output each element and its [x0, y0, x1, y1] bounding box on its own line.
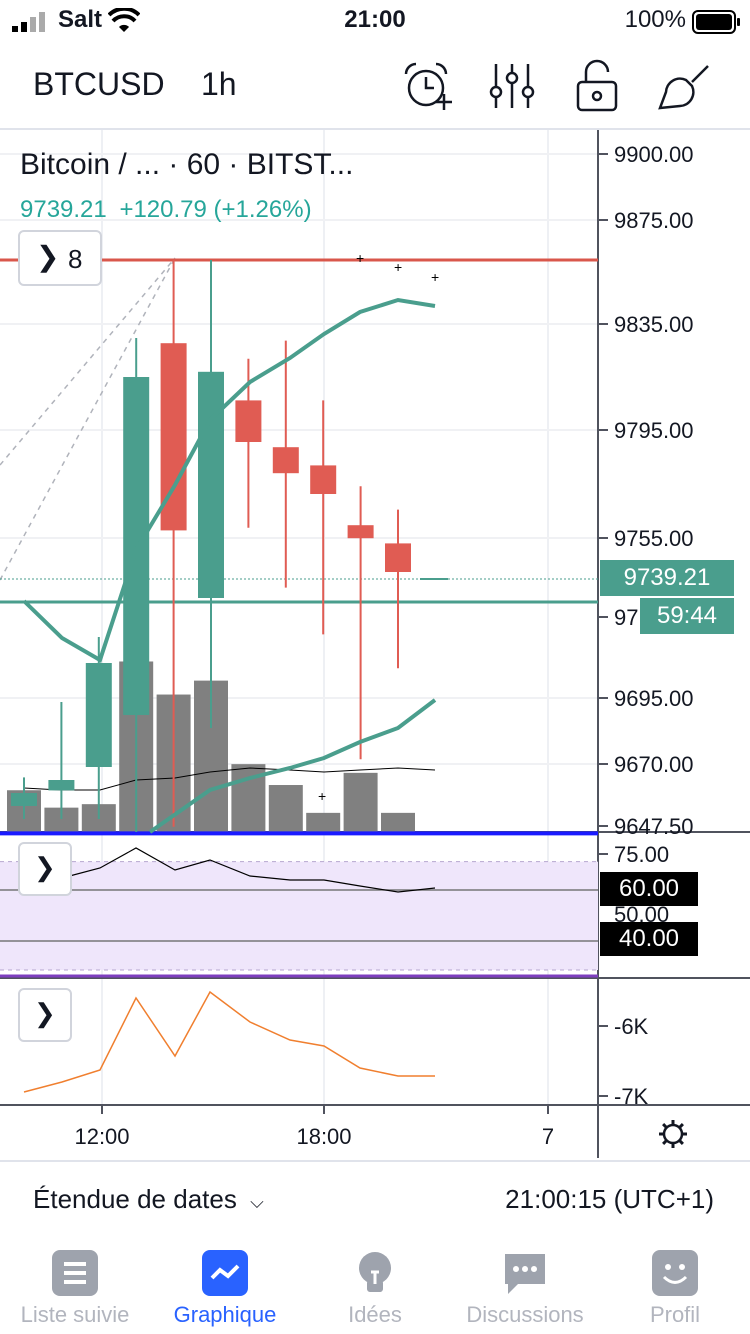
gear-tooth: [662, 1123, 668, 1129]
status-time: 21:00: [344, 6, 406, 33]
indicator-count: 8: [68, 244, 83, 274]
tab-discussions[interactable]: Discussions: [450, 1238, 600, 1334]
tab-label: Profil: [649, 1302, 701, 1327]
smiley-icon: [652, 1250, 698, 1296]
volume-bar: [381, 812, 415, 832]
tab-label: Discussions: [466, 1302, 584, 1327]
legend-values: 9739.21 +120.79 (+1.26%): [20, 196, 312, 224]
gear-tooth: [678, 1139, 684, 1145]
marker-dot: +: [431, 269, 439, 285]
symbol-selector[interactable]: BTCUSD: [33, 66, 165, 102]
chat-icon: [502, 1250, 548, 1296]
marker-dot: +: [394, 259, 402, 275]
status-bar: Salt 21:00 100%: [0, 0, 750, 42]
timezone-clock[interactable]: 21:00:15 (UTC+1): [505, 1184, 714, 1214]
macd-axis-label: -6K: [614, 1014, 649, 1039]
price-axis-label: 9695.00: [614, 686, 694, 711]
bottom-bar: Étendue de dates ⌵ 21:00:15 (UTC+1): [0, 1160, 750, 1240]
price-axis-label: 9900.00: [614, 142, 694, 167]
rsi-tag-lower: 40.00: [600, 922, 698, 956]
gear-tooth: [662, 1139, 668, 1145]
volume-ma-line: [23, 767, 436, 791]
time-axis-label: 12:00: [74, 1124, 129, 1149]
chevron-right-icon: ❯: [34, 998, 56, 1028]
chevron-down-icon: ⌵: [250, 1192, 264, 1212]
battery-percent: 100%: [624, 6, 686, 33]
tab-watchlist[interactable]: Liste suivie: [0, 1238, 150, 1334]
tab-label: Graphique: [173, 1302, 277, 1327]
legend-price: 9739.21: [20, 196, 107, 223]
current-price-tag: 9739.21: [600, 560, 734, 596]
rsi-axis-label: 75.00: [614, 842, 669, 867]
legend-change: +120.79 (+1.26%): [119, 196, 312, 223]
price-axis-label: 97: [614, 605, 638, 630]
chart-canvas[interactable]: + + + +9900.00 9875.00 9835.00 9795.00 9755.00 9…: [0, 130, 750, 1160]
ma-lower-line: [148, 698, 437, 834]
price-axis-label: 9647.50: [614, 814, 694, 839]
chevron-right-icon: ❯: [36, 241, 60, 272]
time-axis-label: 7: [542, 1124, 554, 1149]
list-icon: [52, 1250, 98, 1296]
macd-collapse-button[interactable]: ❯: [18, 988, 72, 1042]
date-range-button[interactable]: Étendue de dates ⌵: [33, 1184, 264, 1215]
price-axis-label: 9755.00: [614, 526, 694, 551]
trendline: [0, 257, 176, 581]
indicators-icon[interactable]: [484, 58, 540, 114]
tab-label: Liste suivie: [20, 1302, 130, 1327]
price-axis-label: 9670.00: [614, 752, 694, 777]
chart-toolbar: BTCUSD 1h: [0, 42, 750, 130]
volume-bar: [343, 772, 378, 832]
volume-bar: [306, 812, 341, 832]
candle-down: [310, 465, 337, 494]
candle-up: [198, 371, 224, 598]
gear-tooth: [678, 1123, 684, 1129]
rsi-line: [61, 847, 436, 893]
date-range-label: Étendue de dates: [33, 1184, 237, 1214]
settings-gear-icon[interactable]: [659, 1120, 687, 1148]
carrier-name: Salt: [58, 6, 103, 33]
legend-title: Bitcoin / ... · 60 · BITST...: [20, 148, 354, 181]
chevron-right-icon: ❯: [34, 852, 56, 882]
rsi-tag-upper: 60.00: [600, 872, 698, 906]
rsi-band: [0, 861, 598, 970]
price-axis-label: 9795.00: [614, 418, 694, 443]
ma-upper-line: [22, 297, 436, 663]
tab-ideas[interactable]: Idées: [300, 1238, 450, 1334]
legend-collapse-button[interactable]: ❯ 8: [18, 230, 102, 286]
candle-up: [11, 793, 37, 806]
time-axis-label: 18:00: [296, 1124, 351, 1149]
price-axis-label: 9875.00: [614, 208, 694, 233]
wifi-icon: [108, 8, 140, 32]
macd-line: [23, 990, 435, 1093]
candle-up: [48, 780, 75, 791]
candle-down: [235, 400, 262, 442]
countdown-tag: 59:44: [640, 598, 734, 634]
rsi-collapse-button[interactable]: ❯: [18, 842, 72, 896]
candle-up: [85, 663, 112, 767]
volume-bar: [268, 785, 303, 832]
gear-circle: [662, 1123, 684, 1145]
marker-dot: +: [356, 250, 364, 266]
tab-bar: Liste suivie Graphique Idées Discussions…: [0, 1238, 750, 1334]
tab-label: Idées: [348, 1302, 402, 1327]
tab-chart[interactable]: Graphique: [150, 1238, 300, 1334]
candle-down: [347, 525, 374, 539]
price-axis-label: 9835.00: [614, 312, 694, 337]
signal-icon: [12, 12, 45, 32]
interval-selector[interactable]: 1h: [201, 66, 237, 102]
marker-dot: +: [318, 788, 326, 804]
lightbulb-icon: [352, 1250, 398, 1296]
battery-icon: [692, 10, 740, 34]
macd-axis-label: -7K: [614, 1084, 649, 1109]
alarm-add-icon[interactable]: [400, 58, 456, 114]
candle-down: [272, 447, 299, 474]
chart-icon: [202, 1250, 248, 1296]
candle-down: [385, 543, 411, 572]
drawing-icon[interactable]: [656, 58, 712, 114]
lock-icon[interactable]: [570, 58, 626, 114]
tab-profile[interactable]: Profil: [600, 1238, 750, 1334]
